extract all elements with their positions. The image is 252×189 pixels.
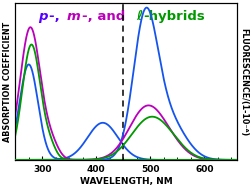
Y-axis label: ABSORPTION COEFFICIENT: ABSORPTION COEFFICIENT (4, 22, 12, 142)
Y-axis label: FLUORESCENCE/(1-10⁻ᴬ): FLUORESCENCE/(1-10⁻ᴬ) (240, 28, 248, 136)
Text: ℓ: ℓ (137, 10, 143, 23)
Text: -hybrids: -hybrids (144, 10, 205, 23)
Text: -, and: -, and (82, 10, 130, 23)
Text: m: m (67, 10, 80, 23)
X-axis label: WAVELENGTH, NM: WAVELENGTH, NM (80, 177, 172, 186)
Text: p: p (38, 10, 48, 23)
Text: -,: -, (49, 10, 65, 23)
